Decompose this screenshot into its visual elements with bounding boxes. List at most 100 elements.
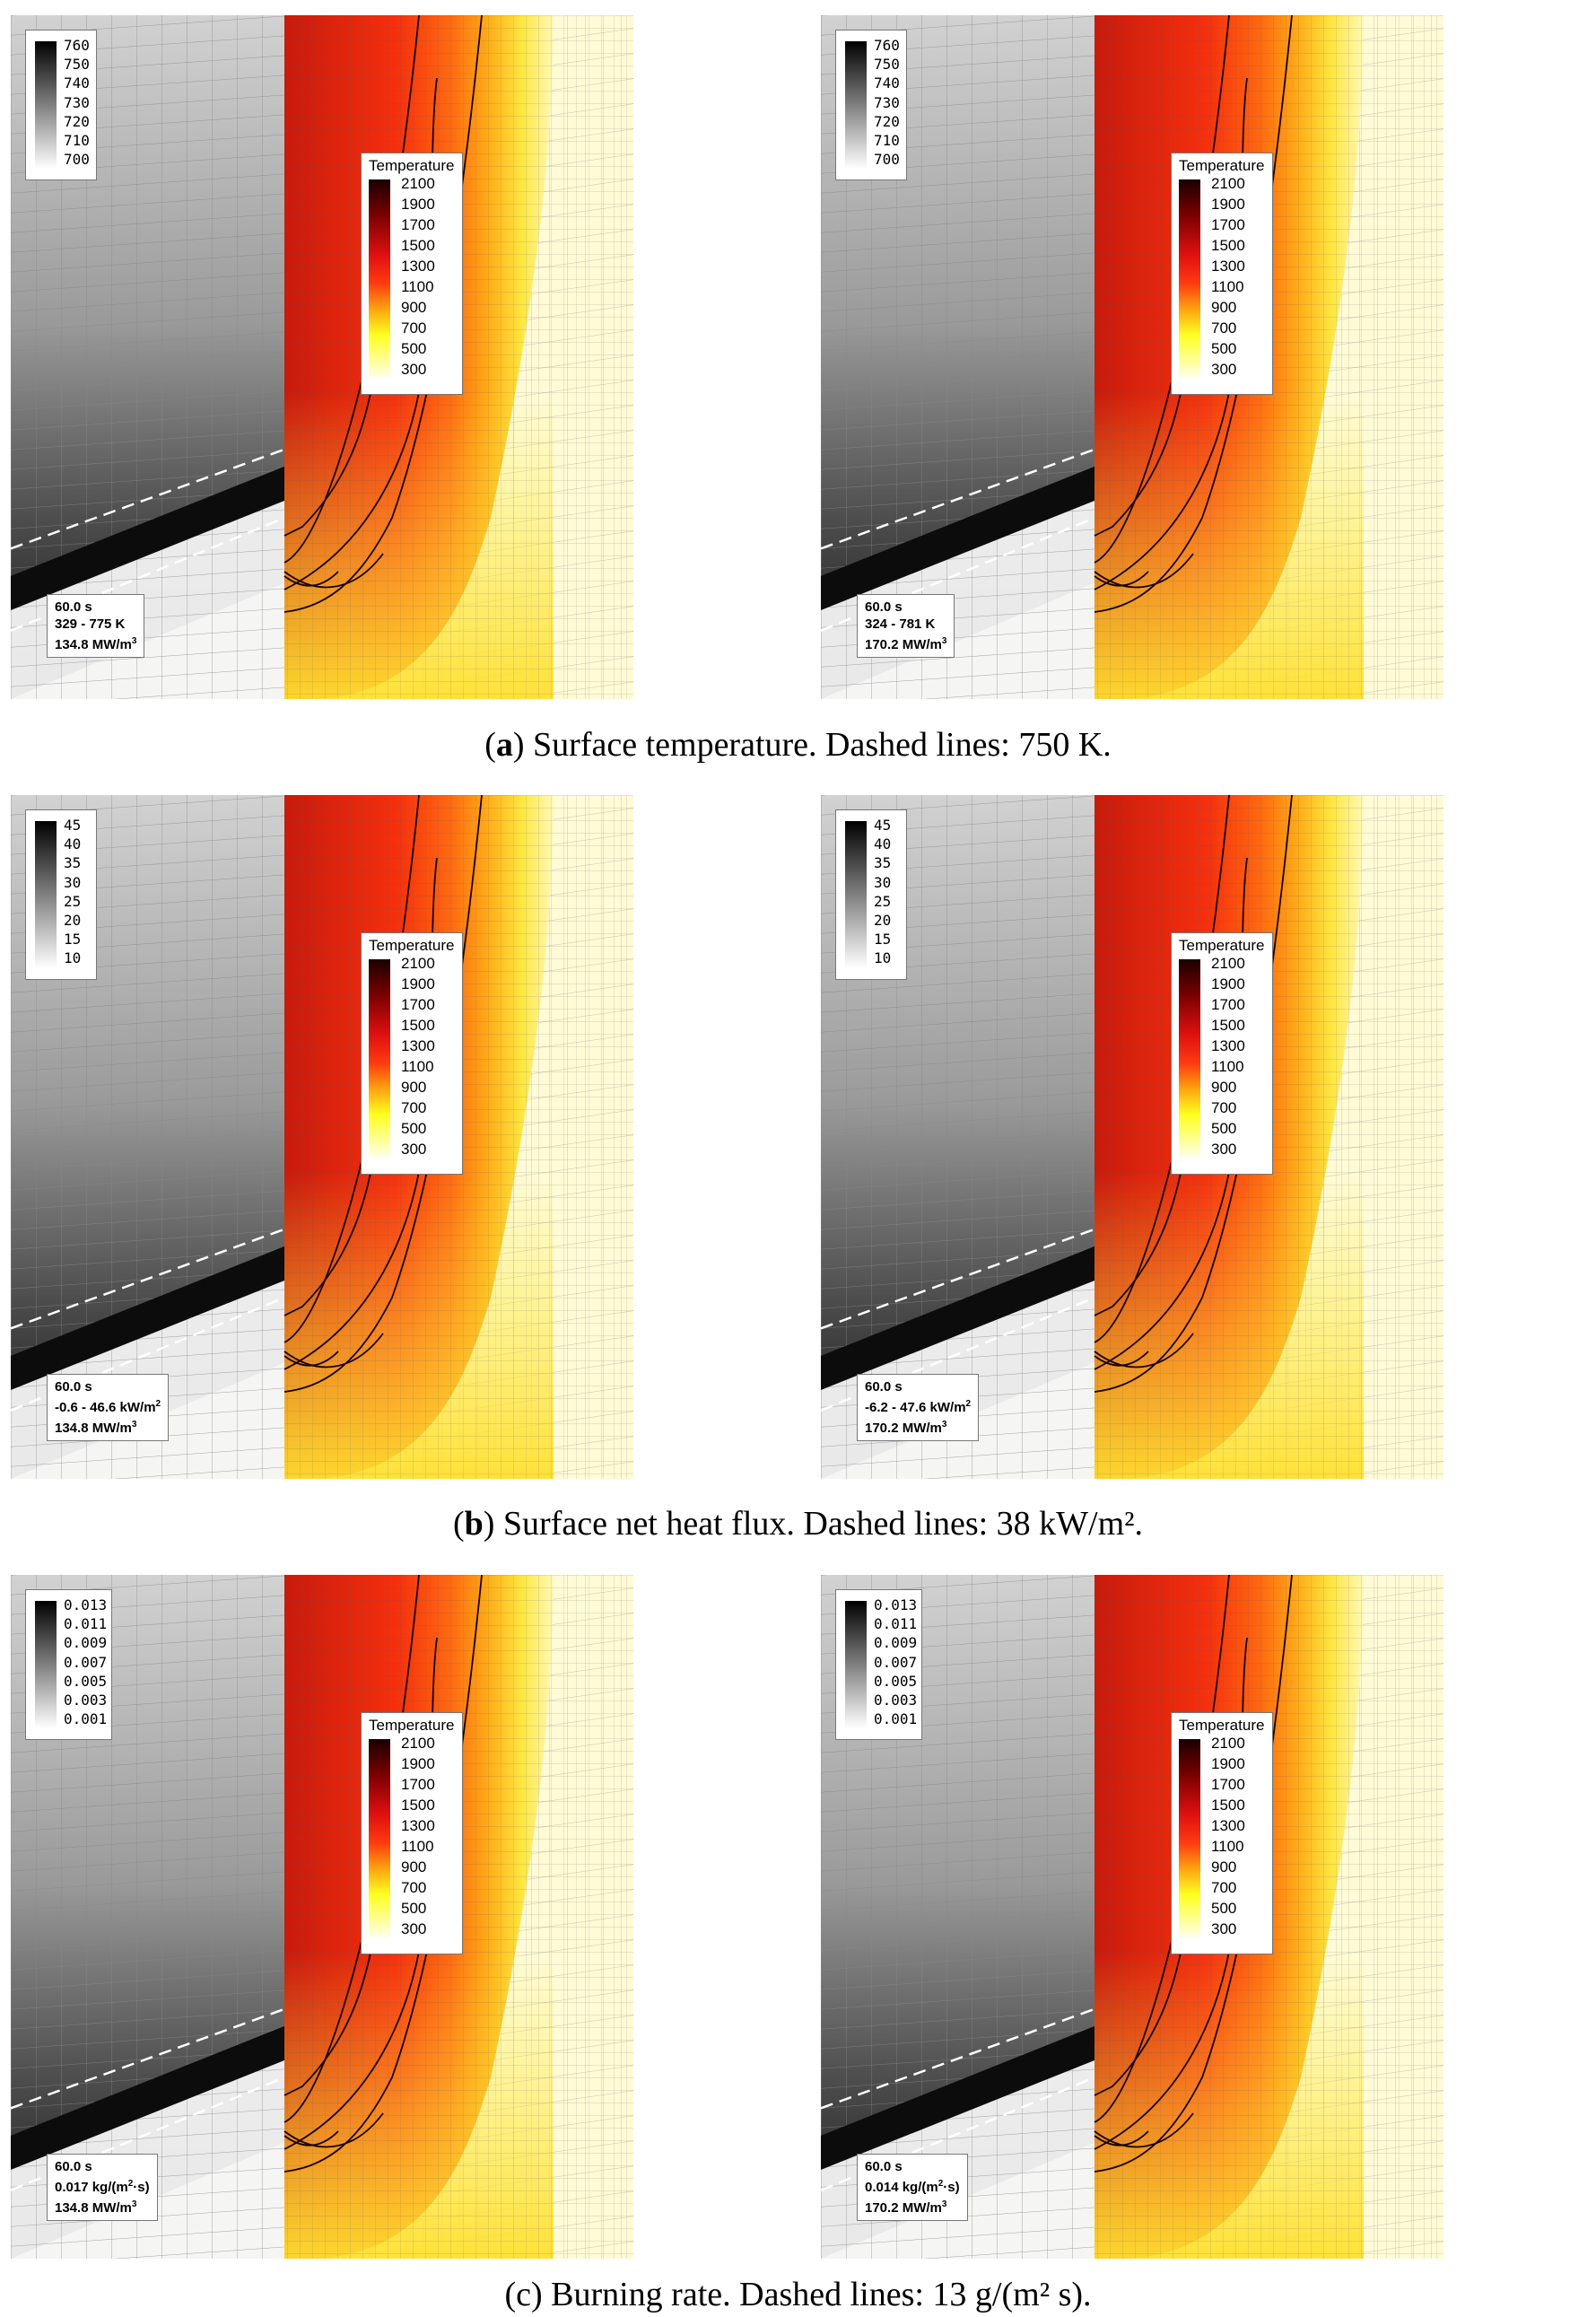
temperature-contour xyxy=(1094,1333,1194,1368)
temperature-contour xyxy=(1094,553,1194,589)
surface-legend-label: 10 xyxy=(64,949,82,967)
temperature-legend-title: Temperature xyxy=(369,937,455,954)
temperature-contour xyxy=(1094,795,1293,1393)
temperature-legend-label: 1300 xyxy=(1211,1037,1245,1054)
surface-legend-label: 35 xyxy=(64,854,82,872)
panel-a-left: 760 750 740 730 720 710 700 Temperature 2100 1900… xyxy=(11,15,633,699)
info-text: 0.014 kg/(m xyxy=(865,2180,938,2195)
surface-legend-label: 760 xyxy=(64,37,90,54)
surface-legend-label: 40 xyxy=(64,835,82,853)
temperature-contour xyxy=(283,553,384,589)
temperature-contour xyxy=(283,571,339,587)
info-superscript: 2 xyxy=(938,2179,944,2189)
temperature-legend-label: 500 xyxy=(1211,340,1237,357)
temperature-legend: Temperature 2100 1900 1700 1500 1300 1100 900 70… xyxy=(1171,153,1273,395)
temperature-colorbar xyxy=(1179,179,1200,379)
temperature-legend: Temperature 2100 1900 1700 1500 1300 1100 900 70… xyxy=(361,153,463,395)
temperature-legend-label: 1900 xyxy=(401,196,435,213)
surface-legend-label: 0.005 xyxy=(874,1672,918,1690)
temperature-legend-label: 500 xyxy=(401,1120,427,1137)
caption-c: (c) Burning rate. Dashed lines: 13 g/(m²… xyxy=(504,2276,1092,2313)
temperature-legend-label: 1900 xyxy=(1211,196,1245,213)
temperature-contour xyxy=(1094,1153,1185,1316)
surface-legend-label: 15 xyxy=(874,931,892,949)
surface-legend-label: 0.011 xyxy=(64,1615,108,1633)
temperature-legend-label: 900 xyxy=(401,1858,427,1875)
temperature-legend-label: 1100 xyxy=(401,278,434,295)
info-text: ·s) xyxy=(943,2180,960,2195)
info-superscript: 3 xyxy=(941,636,947,646)
surface-legend-label: 0.001 xyxy=(874,1710,918,1728)
info-line: 170.2 MW/m3 xyxy=(865,1416,971,1437)
info-text: 0.017 kg/(m xyxy=(55,2180,128,2195)
surface-legend-label: 10 xyxy=(874,949,892,967)
info-superscript: 2 xyxy=(127,2179,134,2189)
temperature-legend-label: 300 xyxy=(1211,361,1237,378)
panel-b-right: 45 40 35 30 25 20 15 10 Temperature 2100 1900 1700 1… xyxy=(821,795,1443,1479)
field-plot xyxy=(821,795,1443,1479)
surface-legend-label: 0.009 xyxy=(64,1634,108,1652)
temperature-legend-title: Temperature xyxy=(369,157,455,174)
surface-legend-label: 0.005 xyxy=(64,1672,108,1690)
temperature-contour xyxy=(1094,571,1149,587)
info-text: 170.2 MW/m xyxy=(865,1421,942,1436)
dashed-isoline-upper xyxy=(11,448,285,550)
temperature-legend-label: 1700 xyxy=(401,1776,435,1793)
info-text: 134.8 MW/m xyxy=(55,637,132,652)
surface-legend-label: 25 xyxy=(874,892,892,910)
temperature-legend-label: 1300 xyxy=(1211,258,1245,275)
temperature-legend-label: 700 xyxy=(401,319,427,337)
pyrolysis-band xyxy=(821,1246,1095,1390)
info-line: -0.6 - 46.6 kW/m2 xyxy=(55,1395,161,1416)
panel-c-right: 0.013 0.011 0.009 0.007 0.005 0.003 0.001 Tempe… xyxy=(821,1575,1443,2259)
surface-legend-label: 25 xyxy=(64,892,82,910)
temperature-legend-label: 900 xyxy=(401,299,427,316)
temperature-legend-label: 1700 xyxy=(401,216,435,233)
temperature-legend-label: 1300 xyxy=(401,1037,435,1054)
temperature-legend-title: Temperature xyxy=(369,1717,455,1734)
surface-legend-label: 15 xyxy=(64,931,82,949)
surface-legend: 0.013 0.011 0.009 0.007 0.005 0.003 0.001 xyxy=(835,1589,922,1741)
temperature-legend-label: 1500 xyxy=(1211,1797,1245,1814)
temperature-contour xyxy=(283,1933,375,2096)
surface-legend-label: 0.011 xyxy=(874,1615,918,1633)
temperature-contour xyxy=(283,1153,375,1316)
surface-legend-label: 35 xyxy=(874,854,892,872)
info-line: 324 - 781 K xyxy=(865,616,946,633)
info-box: 60.0 s -0.6 - 46.6 kW/m2 134.8 MW/m3 xyxy=(47,1374,170,1441)
info-text: 60.0 s xyxy=(865,1379,903,1395)
dashed-isoline-upper xyxy=(11,1228,285,1330)
info-box: 60.0 s 0.017 kg/(m2·s) 134.8 MW/m3 xyxy=(47,2154,158,2221)
temperature-contour xyxy=(1094,2112,1194,2148)
info-superscript: 2 xyxy=(965,1399,972,1409)
surface-legend: 760 750 740 730 720 710 700 xyxy=(835,30,907,181)
temperature-legend-label: 300 xyxy=(1211,1141,1237,1158)
surface-legend-label: 0.007 xyxy=(64,1653,108,1671)
surface-legend-label: 740 xyxy=(874,74,900,92)
info-text: 329 - 775 K xyxy=(55,616,126,632)
temperature-legend-label: 300 xyxy=(1211,1920,1237,1937)
temperature-contour xyxy=(1094,373,1185,537)
temperature-legend-label: 700 xyxy=(401,1879,427,1896)
info-line: 60.0 s xyxy=(865,599,946,616)
info-line: 0.017 kg/(m2·s) xyxy=(55,2175,150,2196)
info-box: 60.0 s -6.2 - 47.6 kW/m2 170.2 MW/m3 xyxy=(857,1374,980,1441)
caption-b: (b) Surface net heat flux. Dashed lines:… xyxy=(452,1505,1144,1543)
temperature-contour xyxy=(283,1333,384,1368)
surface-legend-label: 720 xyxy=(874,112,900,130)
temperature-legend-label: 900 xyxy=(1211,1079,1237,1096)
temperature-legend: Temperature 2100 1900 1700 1500 1300 1100 900 70… xyxy=(1171,1712,1273,1954)
temperature-legend-label: 1100 xyxy=(1211,1058,1244,1075)
temperature-legend-label: 700 xyxy=(1211,1099,1237,1116)
surface-colorbar xyxy=(845,41,867,170)
temperature-legend: Temperature 2100 1900 1700 1500 1300 1100 900 70… xyxy=(361,1712,463,1954)
temperature-legend: Temperature 2100 1900 1700 1500 1300 1100 900 70… xyxy=(361,932,463,1175)
pyrolysis-band xyxy=(11,2025,284,2170)
surface-legend-label: 710 xyxy=(64,131,90,149)
info-text: -0.6 - 46.6 kW/m xyxy=(55,1400,156,1415)
surface-legend-label: 720 xyxy=(64,112,90,130)
surface-legend: 45 40 35 30 25 20 15 10 xyxy=(25,809,97,980)
info-superscript: 2 xyxy=(155,1399,161,1409)
temperature-contour xyxy=(1094,15,1293,613)
pyrolysis-band xyxy=(11,466,284,610)
